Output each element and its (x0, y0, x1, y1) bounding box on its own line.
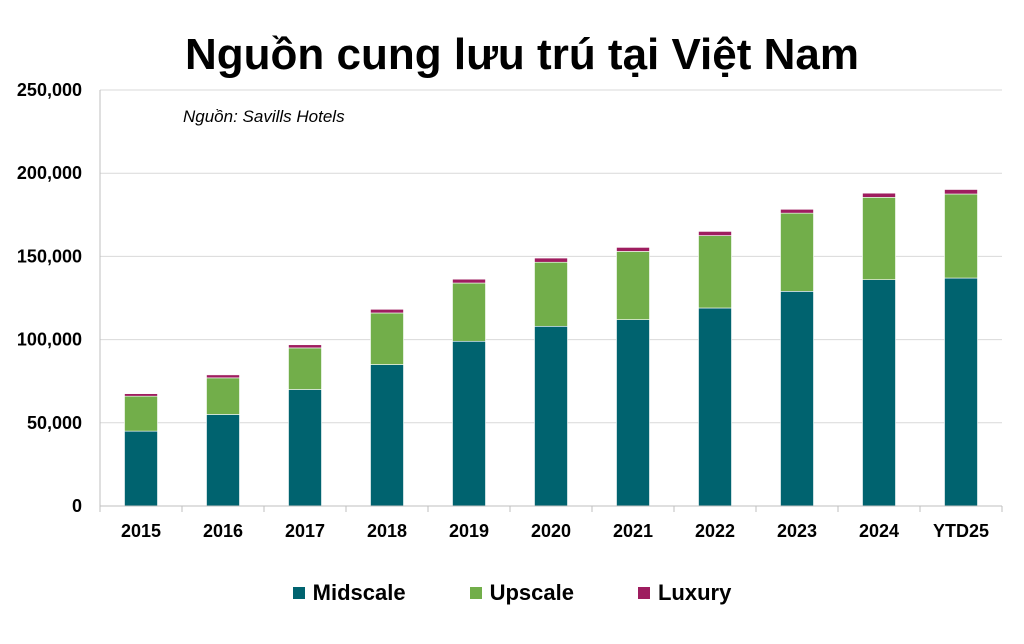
bar-midscale (124, 430, 158, 507)
bar-luxury (452, 278, 486, 284)
bar-luxury (698, 231, 732, 236)
axes: 0 50,000 100,000 150,000 200,000 250,000 2015 2… (17, 80, 1003, 541)
bar-midscale (698, 307, 732, 507)
bar-luxury (288, 344, 322, 349)
legend-swatch (292, 587, 305, 599)
bar-midscale (944, 277, 978, 507)
bar-upscale (124, 395, 158, 432)
y-tick-label: 250,000 (17, 80, 82, 100)
x-tick-label: 2015 (121, 521, 161, 541)
bar-luxury (780, 209, 814, 214)
legend-label: Midscale (312, 580, 406, 605)
legend-item-upscale: Upscale (469, 580, 574, 606)
legend-swatch (469, 587, 482, 599)
bar-midscale (452, 340, 486, 507)
bar-upscale (370, 312, 404, 365)
bar-luxury (534, 257, 568, 263)
bar-upscale (698, 235, 732, 309)
legend-item-midscale: Midscale (292, 580, 406, 606)
x-tick-label: 2024 (859, 521, 899, 541)
x-tick-label: 2022 (695, 521, 735, 541)
legend-swatch (637, 587, 650, 599)
bar-upscale (616, 251, 650, 320)
x-tick-label: 2021 (613, 521, 653, 541)
bar-midscale (288, 389, 322, 507)
bar-upscale (780, 212, 814, 292)
bar-upscale (534, 261, 568, 327)
y-tick-label: 50,000 (27, 413, 82, 433)
x-tick-label: 2016 (203, 521, 243, 541)
y-tick-label: 150,000 (17, 246, 82, 266)
x-tick-label: 2020 (531, 521, 571, 541)
bar-luxury (944, 189, 978, 195)
bar-midscale (862, 279, 896, 507)
y-tick-label: 200,000 (17, 163, 82, 183)
y-tick-label: 100,000 (17, 330, 82, 350)
bar-midscale (616, 319, 650, 507)
x-tick-label: 2019 (449, 521, 489, 541)
x-tick-label: YTD25 (933, 521, 989, 541)
bar-upscale (288, 347, 322, 390)
bar-upscale (944, 193, 978, 279)
bar-upscale (206, 377, 240, 415)
x-tick-label: 2023 (777, 521, 817, 541)
legend: Midscale Upscale Luxury (0, 580, 1024, 606)
bar-midscale (780, 291, 814, 507)
chart-title: Nguồn cung lưu trú tại Việt Nam (185, 30, 859, 79)
legend-item-luxury: Luxury (637, 580, 732, 606)
y-tick-label: 0 (72, 496, 82, 516)
bar-luxury (370, 309, 404, 314)
legend-label: Luxury (657, 580, 732, 605)
x-tick-label: 2017 (285, 521, 325, 541)
bar-midscale (534, 325, 568, 507)
bar-luxury (616, 247, 650, 252)
bar-luxury (206, 374, 240, 379)
bar-luxury (124, 393, 158, 397)
bar-upscale (862, 197, 896, 280)
source-note: Nguồn: Savills Hotels (183, 107, 345, 126)
bar-luxury (862, 192, 896, 198)
bar-midscale (206, 414, 240, 507)
legend-label: Upscale (489, 580, 574, 605)
x-tick-label: 2018 (367, 521, 407, 541)
bar-midscale (370, 364, 404, 507)
bars (124, 189, 978, 507)
bar-upscale (452, 282, 486, 342)
